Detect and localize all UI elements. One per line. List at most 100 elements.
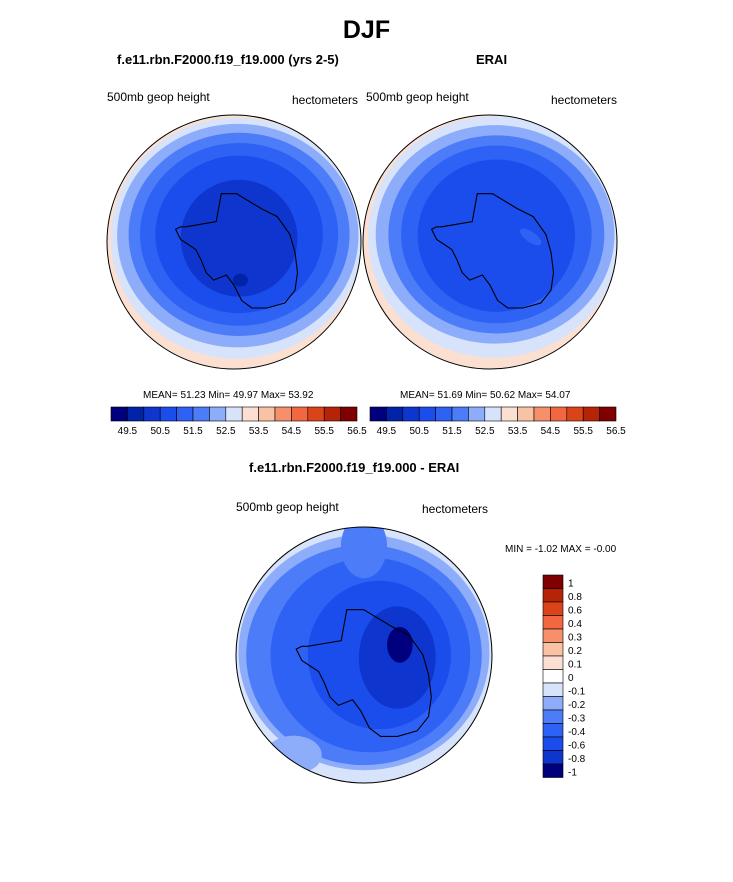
panel2-variable-label: 500mb geop height <box>366 90 469 104</box>
colorbar-tick-label: 52.5 <box>216 426 236 437</box>
colorbar-box <box>542 615 564 630</box>
panel2-stats: MEAN= 51.69 Min= 50.62 Max= 54.07 <box>400 390 571 401</box>
colorbar-tick-label: 0.2 <box>568 646 582 657</box>
colorbar-box <box>159 406 177 422</box>
panel2-title: ERAI <box>476 52 508 67</box>
colorbar-tick-label: 0.1 <box>568 660 582 671</box>
colorbar-box <box>542 669 564 684</box>
colorbar-box <box>542 696 564 711</box>
colorbar-tick-label: 54.5 <box>541 426 561 437</box>
colorbar-tick-label: 0 <box>568 673 574 684</box>
colorbar-box <box>323 406 341 422</box>
panel1-antarctica-outline <box>174 193 299 309</box>
colorbar-tick-label: 0.4 <box>568 619 582 630</box>
colorbar-box <box>274 406 292 422</box>
panel2-map-border <box>362 114 618 370</box>
colorbar-box <box>500 406 518 422</box>
colorbar-box <box>542 709 564 724</box>
panel3-minmax: MIN = -1.02 MAX = -0.00 <box>505 544 617 555</box>
colorbar-tick-label: 53.5 <box>249 426 269 437</box>
colorbar-box <box>435 406 453 422</box>
colorbar-box <box>127 406 145 422</box>
panel3-map-border <box>235 526 493 784</box>
colorbar-tick-label: 56.5 <box>347 426 367 437</box>
colorbar-tick-label: 0.3 <box>568 633 582 644</box>
colorbar-box <box>225 406 243 422</box>
panel1-stats: MEAN= 51.23 Min= 49.97 Max= 53.92 <box>143 390 314 401</box>
colorbar-box <box>402 406 420 422</box>
colorbar-box <box>582 406 600 422</box>
colorbar-tick-label: 52.5 <box>475 426 495 437</box>
colorbar-box <box>307 406 325 422</box>
panel3-contour-blob <box>340 527 388 579</box>
colorbar-box <box>451 406 469 422</box>
colorbar-box <box>209 406 227 422</box>
colorbar-tick-label: 0.6 <box>568 606 582 617</box>
colorbar-box <box>192 406 210 422</box>
panel3-antarctica-outline <box>295 609 432 737</box>
colorbar-box <box>241 406 259 422</box>
panel1-title: f.e11.rbn.F2000.f19_f19.000 (yrs 2-5) <box>117 52 339 67</box>
colorbar-tick-label: 0.8 <box>568 592 582 603</box>
colorbar-box <box>369 406 387 422</box>
colorbar-tick-label: -1 <box>568 768 577 779</box>
colorbar-tick-label: 53.5 <box>508 426 528 437</box>
colorbar-box <box>258 406 276 422</box>
colorbar-box <box>143 406 161 422</box>
colorbar-box <box>542 682 564 697</box>
colorbar-box <box>340 406 358 422</box>
colorbar-tick-label: -0.2 <box>568 700 586 711</box>
colorbar-tick-label: 50.5 <box>409 426 429 437</box>
colorbar-tick-label: 49.5 <box>377 426 397 437</box>
colorbar-box <box>542 642 564 657</box>
colorbar-box <box>542 574 564 589</box>
colorbar-tick-label: 51.5 <box>183 426 203 437</box>
panel1-contour-blob <box>232 273 248 287</box>
colorbar-tick-label: 50.5 <box>150 426 170 437</box>
colorbar-box <box>468 406 486 422</box>
colorbar-box <box>517 406 535 422</box>
panel3-colorbar: 1 0.8 0.6 0.4 0.3 0.2 0.1 0 -0.1 -0.2 -0.3 -0.4 -0.6… <box>542 574 586 779</box>
panel2-map <box>362 114 618 370</box>
panel3-map <box>235 526 493 784</box>
colorbar-tick-label: -0.3 <box>568 714 586 725</box>
colorbar-box <box>599 406 617 422</box>
colorbar-box <box>110 406 128 422</box>
colorbar-box <box>542 655 564 670</box>
panel3-contour-band <box>387 626 413 663</box>
panel1-map-border <box>106 114 362 370</box>
panel3-title: f.e11.rbn.F2000.f19_f19.000 - ERAI <box>249 460 460 475</box>
colorbar-tick-label: -0.8 <box>568 754 586 765</box>
colorbar-box <box>291 406 309 422</box>
panel2-units-label: hectometers <box>551 93 618 107</box>
colorbar-tick-label: -0.4 <box>568 727 586 738</box>
colorbar-box <box>542 763 564 778</box>
colorbar-box <box>542 628 564 643</box>
colorbar-tick-label: 55.5 <box>314 426 334 437</box>
panel1-units-label: hectometers <box>292 93 359 107</box>
colorbar-box <box>542 750 564 765</box>
panel1-contour-band <box>180 179 298 297</box>
colorbar-box <box>542 723 564 738</box>
colorbar-tick-label: 1 <box>568 579 574 590</box>
panel3-variable-label: 500mb geop height <box>236 500 339 514</box>
panel2-colorbar: 49.5 50.5 51.5 52.5 53.5 54.5 55.5 56.5 <box>369 406 626 437</box>
colorbar-tick-label: 56.5 <box>606 426 626 437</box>
colorbar-tick-label: 55.5 <box>573 426 593 437</box>
colorbar-tick-label: 54.5 <box>282 426 302 437</box>
colorbar-box <box>386 406 404 422</box>
colorbar-box <box>533 406 551 422</box>
colorbar-box <box>176 406 194 422</box>
colorbar-box <box>550 406 568 422</box>
panel1-variable-label: 500mb geop height <box>107 90 210 104</box>
colorbar-tick-label: 49.5 <box>118 426 138 437</box>
colorbar-box <box>484 406 502 422</box>
panel3-contour-blob <box>265 735 322 775</box>
page-title: DJF <box>342 16 391 44</box>
panel2-antarctica-outline <box>430 193 555 309</box>
colorbar-tick-label: -0.1 <box>568 687 586 698</box>
colorbar-box <box>418 406 436 422</box>
colorbar-box <box>542 601 564 616</box>
colorbar-tick-label: 51.5 <box>442 426 462 437</box>
